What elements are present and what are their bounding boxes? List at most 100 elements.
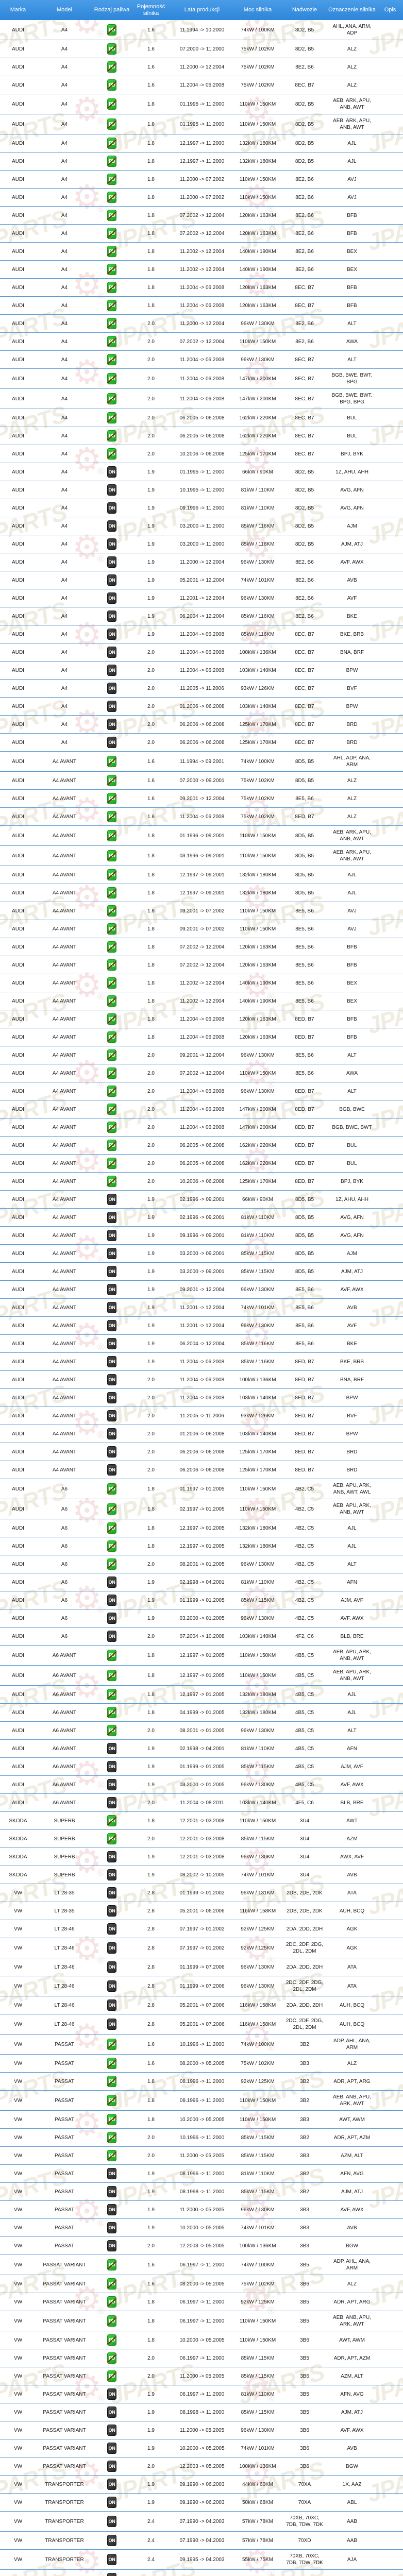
cell-years: 01.1999 -> 07.2006 xyxy=(171,1958,233,1976)
cell-marka: AUDI xyxy=(0,1244,36,1263)
cell-fuel: Pb xyxy=(93,1665,131,1686)
column-header-body[interactable]: Nadwozie xyxy=(282,0,327,21)
cell-cap: 2.0 xyxy=(131,1388,171,1407)
cell-years: 06.2006 -> 06.2008 xyxy=(171,733,233,752)
cell-power: 125kW / 170KM xyxy=(233,1172,282,1191)
cell-years: 11.2001 -> 12.2004 xyxy=(171,589,233,607)
cell-marka: SKODA xyxy=(0,1866,36,1884)
cell-marka: AUDI xyxy=(0,1100,36,1118)
petrol-unleaded-icon: Pb xyxy=(107,1483,116,1495)
petrol-unleaded-icon: Pb xyxy=(107,98,116,110)
column-header-cap[interactable]: Pojemność silnika xyxy=(131,0,171,21)
cell-body: 3B3 xyxy=(282,2146,327,2165)
cell-opis xyxy=(377,938,403,956)
cell-years: 07.1990 -> 04.2003 xyxy=(171,2531,233,2550)
cell-power: 75kW / 102KM xyxy=(233,2275,282,2293)
cell-fuel: Pb xyxy=(93,938,131,956)
cell-power: 85kW / 115KM xyxy=(233,1829,282,1848)
cell-cap: 1.9 xyxy=(131,1848,171,1866)
cell-years: 12.1997 -> 09.2001 xyxy=(171,884,233,902)
cell-engine: AEB, APU, ARK, ANB, AWT xyxy=(327,1665,377,1686)
cell-fuel: Pb xyxy=(93,350,131,369)
cell-marka: AUDI xyxy=(0,1136,36,1155)
cell-power: 96kW / 130KM xyxy=(233,314,282,333)
cell-body: 8D5, B5 xyxy=(282,771,327,790)
petrol-unleaded-icon: Pb xyxy=(107,2058,116,2070)
column-header-opis[interactable]: Opis xyxy=(377,0,403,21)
column-header-years[interactable]: Lata produkcji xyxy=(171,0,233,21)
column-header-engine[interactable]: Oznaczenie silnika xyxy=(327,0,377,21)
cell-body: 8D2, B5 xyxy=(282,40,327,58)
cell-cap: 1.8 xyxy=(131,938,171,956)
cell-power: 75kW / 102KM xyxy=(233,2054,282,2073)
column-header-power[interactable]: Moc silnika xyxy=(233,0,282,21)
column-header-fuel[interactable]: Rodzaj paliwa xyxy=(93,0,131,21)
cell-marka: AUDI xyxy=(0,992,36,1010)
cell-opis xyxy=(377,332,403,351)
cell-engine: BFB xyxy=(327,206,377,225)
fuel-glyph: ON xyxy=(108,2225,115,2231)
cell-marka: AUDI xyxy=(0,974,36,992)
cell-power: 120kW / 163KM xyxy=(233,206,282,225)
cell-marka: VW xyxy=(0,2275,36,2293)
fuel-glyph: ON xyxy=(108,1359,115,1365)
cell-years: 01.1999 -> 07.2006 xyxy=(171,1976,233,1996)
cell-opis xyxy=(377,76,403,94)
cell-years: 04.1999 -> 01.2005 xyxy=(171,1703,233,1722)
cell-engine: BEX xyxy=(327,260,377,279)
cell-engine: AVF, AWX xyxy=(327,1775,377,1794)
cell-model: A4 xyxy=(36,625,93,643)
cell-engine: AVJ xyxy=(327,920,377,938)
cell-opis xyxy=(377,350,403,369)
column-header-model[interactable]: Model xyxy=(36,0,93,21)
cell-fuel: Pb xyxy=(93,242,131,261)
cell-opis xyxy=(377,1996,403,2014)
cell-model: A4 xyxy=(36,278,93,297)
cell-fuel: ON xyxy=(93,499,131,517)
diesel-on-icon: ON xyxy=(107,1942,116,1954)
cell-cap: 1.9 xyxy=(131,1334,171,1353)
cell-power: 92kW / 125KM xyxy=(233,1920,282,1938)
fuel-glyph: ON xyxy=(108,2207,115,2213)
cell-fuel: ON xyxy=(93,2200,131,2219)
cell-power: 96kW / 130KM xyxy=(233,1775,282,1794)
cell-model: A4 AVANT xyxy=(36,1443,93,1461)
cell-opis xyxy=(377,1537,403,1555)
cell-power: 140kW / 190KM xyxy=(233,242,282,261)
cell-power: 74kW / 100KM xyxy=(233,2255,282,2275)
cell-body: 8E2, B6 xyxy=(282,571,327,589)
cell-years: 07.2002 -> 12.2004 xyxy=(171,224,233,243)
cell-years: 09.1996 -> 09.2001 xyxy=(171,1226,233,1245)
cell-marka: AUDI xyxy=(0,902,36,920)
cell-years: 07.2002 -> 12.2004 xyxy=(171,1064,233,1082)
cell-marka: AUDI xyxy=(0,571,36,589)
column-header-marka[interactable]: Marka xyxy=(0,0,36,21)
cell-years: 11.2004 -> 06.2008 xyxy=(171,1082,233,1100)
cell-opis xyxy=(377,2200,403,2219)
cell-years: 12.1997 -> 11.2000 xyxy=(171,152,233,171)
cell-model: A4 xyxy=(36,643,93,662)
cell-engine: ALT xyxy=(327,350,377,369)
cell-years: 11.1994 -> 10.2000 xyxy=(179,27,225,33)
cell-body: 8D2, B5 xyxy=(282,134,327,152)
cell-opis xyxy=(377,1352,403,1371)
cell-power: 85kW / 115KM xyxy=(233,2182,282,2201)
cell-fuel: Pb xyxy=(93,2275,131,2293)
petrol-unleaded-icon: Pb xyxy=(107,2039,116,2050)
cell-body: 8D5, B5 xyxy=(282,866,327,884)
cell-engine: BEX xyxy=(327,992,377,1010)
cell-opis xyxy=(377,2421,403,2439)
petrol-unleaded-icon: Pb xyxy=(107,811,116,823)
cell-cap: 2.0 xyxy=(131,1064,171,1082)
cell-opis xyxy=(377,607,403,625)
cell-years: 11.2000 -> 12.2004 xyxy=(171,58,233,76)
petrol-unleaded-icon: Pb xyxy=(107,1176,116,1188)
cell-power: 110kW / 150KM xyxy=(233,1645,282,1666)
cell-opis xyxy=(377,956,403,974)
